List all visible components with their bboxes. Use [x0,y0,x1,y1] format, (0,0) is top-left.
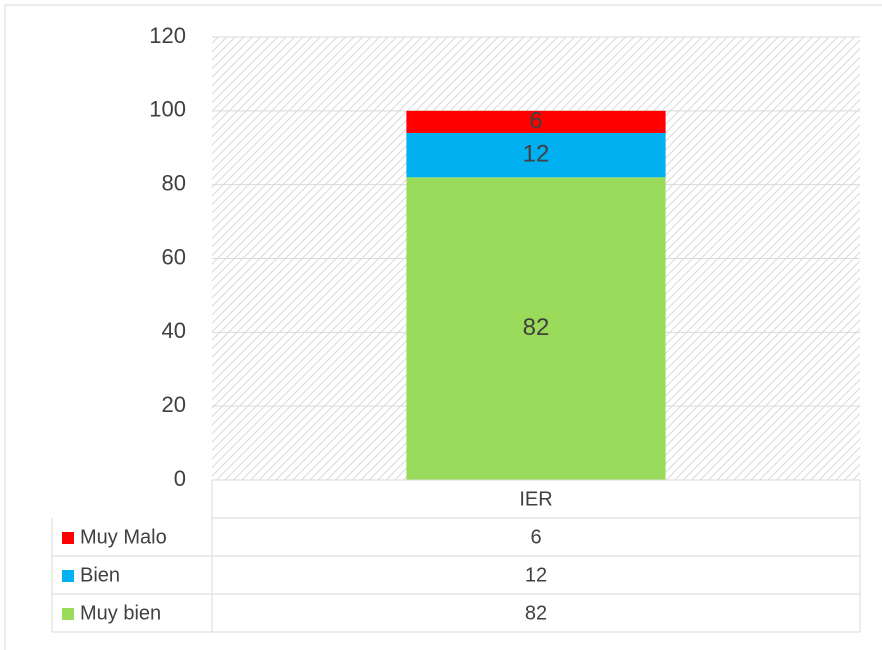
legend-label: Bien [80,564,120,586]
y-tick-label: 120 [149,23,186,48]
y-tick-label: 0 [174,466,186,491]
table-value: 82 [525,602,547,624]
bar-segment [406,177,666,481]
y-tick-label: 40 [162,318,186,343]
legend-label: Muy Malo [80,526,167,548]
data-label: 6 [529,107,542,134]
legend-key [62,570,74,582]
y-tick-label: 100 [149,97,186,122]
data-label: 82 [523,314,550,341]
bar-segment [406,132,666,178]
legend-label: Muy bien [80,602,161,624]
chart-frame [4,4,882,650]
legend-key [62,608,74,620]
x-tick-label: IER [519,488,552,510]
y-tick-label: 20 [162,392,186,417]
bar-segment [406,110,666,133]
table-value: 6 [530,526,541,548]
data-label: 12 [523,140,550,167]
y-tick-label: 60 [162,244,186,269]
y-tick-label: 80 [162,170,186,195]
table-value: 12 [525,564,547,586]
legend-key [62,532,74,544]
